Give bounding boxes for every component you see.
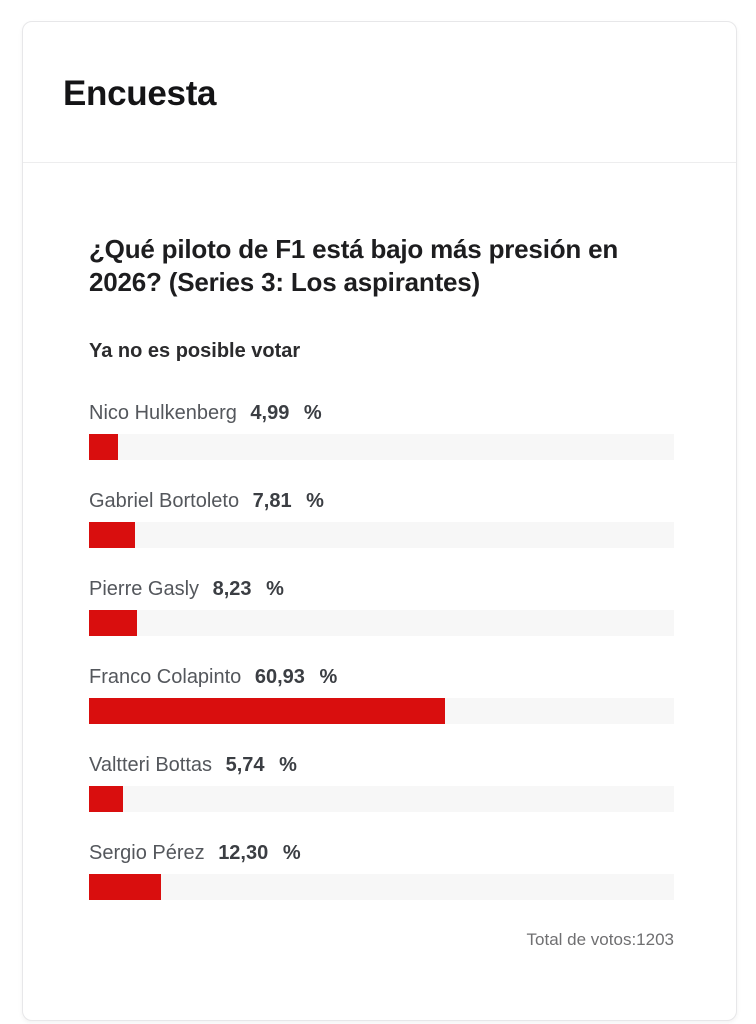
- option-bar-track: [89, 434, 674, 460]
- option-label: Gabriel Bortoleto 7,81 %: [89, 489, 674, 513]
- option-name: Nico Hulkenberg: [89, 402, 237, 424]
- poll-question: ¿Qué piloto de F1 está bajo más presión …: [89, 234, 619, 297]
- option-name: Valtteri Bottas: [89, 754, 213, 776]
- total-votes-row: Total de votos:1203: [89, 929, 674, 950]
- poll-option-row: Nico Hulkenberg 4,99 %: [89, 401, 674, 460]
- poll-option-row: Sergio Pérez 12,30 %: [89, 841, 674, 900]
- option-name: Sergio Pérez: [89, 842, 205, 864]
- option-label: Nico Hulkenberg 4,99 %: [89, 401, 674, 425]
- percent-sign: %: [306, 490, 324, 512]
- option-bar-fill: [89, 434, 119, 460]
- option-value: 8,23: [212, 578, 252, 600]
- option-name: Pierre Gasly: [89, 578, 200, 600]
- poll-option-row: Franco Colapinto 60,93 %: [89, 665, 674, 724]
- option-name: Franco Colapinto: [89, 666, 242, 688]
- percent-sign: %: [266, 578, 284, 600]
- option-bar-track: [89, 874, 674, 900]
- option-value: 7,81: [252, 490, 292, 512]
- option-bar-fill: [89, 698, 446, 724]
- option-label: Sergio Pérez 12,30 %: [89, 841, 674, 865]
- percent-sign: %: [282, 842, 301, 864]
- header-divider: [23, 162, 736, 163]
- poll-option-row: Valtteri Bottas 5,74 %: [89, 753, 674, 812]
- total-votes-count: 1203: [636, 930, 674, 949]
- total-votes-label: Total de votos:: [526, 930, 637, 949]
- option-bar-track: [89, 698, 674, 724]
- percent-sign: %: [303, 402, 322, 424]
- option-label: Valtteri Bottas 5,74 %: [89, 753, 674, 777]
- poll-widget: ¿Qué piloto de F1 está bajo más presión …: [23, 163, 736, 1020]
- card-header: Encuesta: [23, 22, 736, 162]
- option-label: Franco Colapinto 60,93 %: [89, 665, 674, 689]
- option-bar-fill: [89, 786, 123, 812]
- vote-closed-notice: Ya no es posible votar: [89, 340, 301, 362]
- option-bar-track: [89, 610, 674, 636]
- page-title: Encuesta: [63, 74, 217, 113]
- poll-card: Encuesta ¿Qué piloto de F1 está bajo más…: [22, 21, 737, 1021]
- poll-option-row: Pierre Gasly 8,23 %: [89, 577, 674, 636]
- option-bar-fill: [89, 874, 161, 900]
- option-bar-track: [89, 522, 674, 548]
- option-bar-fill: [89, 522, 135, 548]
- option-name: Gabriel Bortoleto: [89, 490, 240, 512]
- option-label: Pierre Gasly 8,23 %: [89, 577, 674, 601]
- percent-sign: %: [279, 754, 297, 776]
- option-value: 12,30: [218, 842, 269, 864]
- option-value: 5,74: [225, 754, 265, 776]
- poll-option-row: Gabriel Bortoleto 7,81 %: [89, 489, 674, 548]
- option-value: 4,99: [250, 402, 290, 424]
- option-bar-fill: [89, 610, 138, 636]
- option-bar-track: [89, 786, 674, 812]
- option-value: 60,93: [254, 666, 305, 688]
- percent-sign: %: [319, 666, 338, 688]
